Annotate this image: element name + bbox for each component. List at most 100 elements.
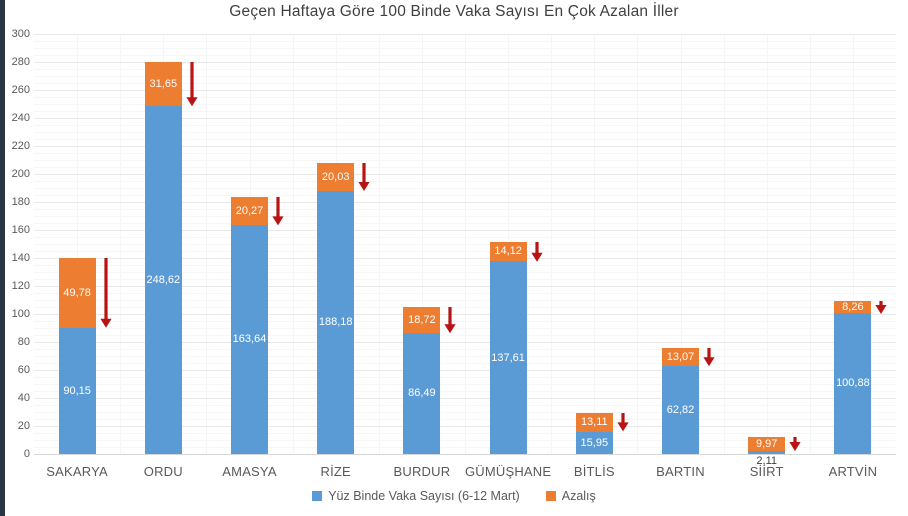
bar-segment-cases: [317, 190, 355, 454]
decrease-arrow-icon: [186, 61, 198, 106]
decrease-arrow-icon: [99, 258, 112, 328]
bar-value-label: 188,18: [318, 316, 353, 329]
legend-label-cases: Yüz Binde Vaka Sayısı (6-12 Mart): [328, 489, 520, 503]
legend-swatch-cases-icon: [312, 491, 323, 501]
major-gridline: [34, 426, 896, 427]
decrease-arrow-icon: [444, 306, 456, 333]
bar-value-label: 2,11: [756, 455, 777, 467]
bar-value-label: 90,15: [63, 384, 91, 397]
major-gridline: [34, 286, 896, 287]
major-gridline: [34, 118, 896, 119]
decrease-arrow-icon: [530, 241, 543, 262]
vertical-gridline: [206, 34, 208, 454]
bar-segment-cases: [231, 224, 268, 454]
decrease-value-label: 8,26: [842, 300, 864, 313]
bar-value-label: 15,95: [580, 436, 609, 449]
bar-segment-cases: [58, 327, 96, 454]
decrease-arrow-icon: [272, 196, 284, 225]
major-gridline: [34, 34, 896, 35]
bar-segment-decrease: [317, 162, 355, 191]
y-tick-label: 240: [11, 112, 30, 124]
decrease-arrow-icon: [875, 301, 887, 315]
y-tick-label: 160: [11, 224, 30, 236]
y-tick-label: 80: [17, 336, 30, 348]
major-gridline: [34, 258, 896, 259]
bar-segment-decrease: [144, 61, 182, 106]
category-label: SAKARYA: [46, 464, 108, 479]
decrease-value-label: 31,65: [149, 77, 178, 90]
y-tick-label: 280: [11, 56, 30, 68]
vertical-gridline: [809, 34, 811, 454]
decrease-arrow-icon: [789, 437, 801, 452]
decrease-value-label: 49,78: [63, 286, 91, 299]
y-tick-label: 120: [11, 280, 30, 292]
decrease-value-label: 14,12: [494, 245, 522, 258]
decrease-value-label: 13,07: [666, 350, 695, 363]
decrease-value-label: 13,11: [580, 416, 608, 429]
bar-segment-cases: [144, 105, 182, 454]
y-tick-label: 260: [11, 84, 30, 96]
decrease-value-label: 9,97: [755, 438, 778, 451]
bar-value-label: 100,88: [836, 377, 870, 390]
bar-value-label: 86,49: [408, 387, 436, 400]
major-gridline: [34, 398, 896, 399]
major-gridline: [34, 370, 896, 371]
bar-segment-decrease: [231, 196, 268, 225]
major-gridline: [34, 174, 896, 175]
y-tick-label: 0: [23, 448, 30, 460]
vertical-gridline: [594, 34, 596, 454]
category-label: ARTVİN: [828, 464, 878, 479]
category-label: RİZE: [320, 464, 351, 479]
category-label: SİİRT: [749, 464, 784, 479]
vertical-gridline: [680, 34, 682, 454]
vertical-gridline: [637, 34, 639, 454]
bar-segment-decrease: [748, 437, 786, 452]
major-gridline: [34, 230, 896, 231]
decrease-arrow-icon: [703, 347, 715, 367]
major-gridline: [34, 342, 896, 343]
major-gridline: [34, 202, 896, 203]
vertical-gridline: [421, 34, 423, 454]
vertical-gridline: [465, 34, 466, 454]
decrease-value-label: 20,03: [321, 170, 350, 183]
bar-value-label: 137,61: [491, 351, 525, 364]
y-tick-label: 200: [11, 168, 30, 180]
decrease-arrow-icon: [358, 162, 370, 191]
bar-segment-decrease: [489, 241, 527, 262]
y-tick-label: 40: [17, 392, 30, 404]
y-tick-label: 220: [11, 140, 30, 152]
bar-segment-cases: [489, 261, 527, 454]
y-tick-label: 100: [11, 308, 30, 320]
vertical-gridline: [852, 34, 854, 454]
decrease-arrow-icon: [617, 413, 629, 432]
left-edge-stripe: [0, 0, 5, 516]
bar-segment-cases: [748, 451, 786, 454]
bar-segment-decrease: [403, 306, 441, 333]
bar-segment-decrease: [662, 347, 699, 367]
y-tick-label: 140: [11, 252, 30, 264]
vertical-gridline: [292, 34, 294, 454]
legend-item-cases: Yüz Binde Vaka Sayısı (6-12 Mart): [312, 489, 520, 503]
bar-segment-cases: [834, 312, 872, 454]
vertical-gridline: [120, 34, 122, 454]
chart-title: Geçen Haftaya Göre 100 Binde Vaka Sayısı…: [229, 3, 679, 20]
legend: Yüz Binde Vaka Sayısı (6-12 Mart) Azalış: [0, 489, 908, 503]
bar-value-label: 163,64: [232, 333, 267, 346]
category-label: BİTLİS: [573, 464, 615, 479]
legend-swatch-decrease-icon: [545, 491, 556, 501]
bar-segment-decrease: [834, 301, 872, 313]
bar-segment-cases: [662, 366, 699, 454]
bar-segment-cases: [575, 431, 613, 454]
vertical-gridline: [766, 34, 768, 454]
major-gridline: [34, 62, 896, 63]
category-label: ORDU: [143, 464, 183, 479]
vertical-gridline: [551, 34, 553, 454]
y-tick-label: 180: [11, 196, 30, 208]
bar-value-label: 248,62: [146, 273, 181, 286]
decrease-value-label: 18,72: [408, 313, 436, 326]
category-label: BURDUR: [393, 464, 451, 479]
legend-label-decrease: Azalış: [561, 489, 596, 503]
legend-item-decrease: Azalış: [545, 489, 596, 503]
